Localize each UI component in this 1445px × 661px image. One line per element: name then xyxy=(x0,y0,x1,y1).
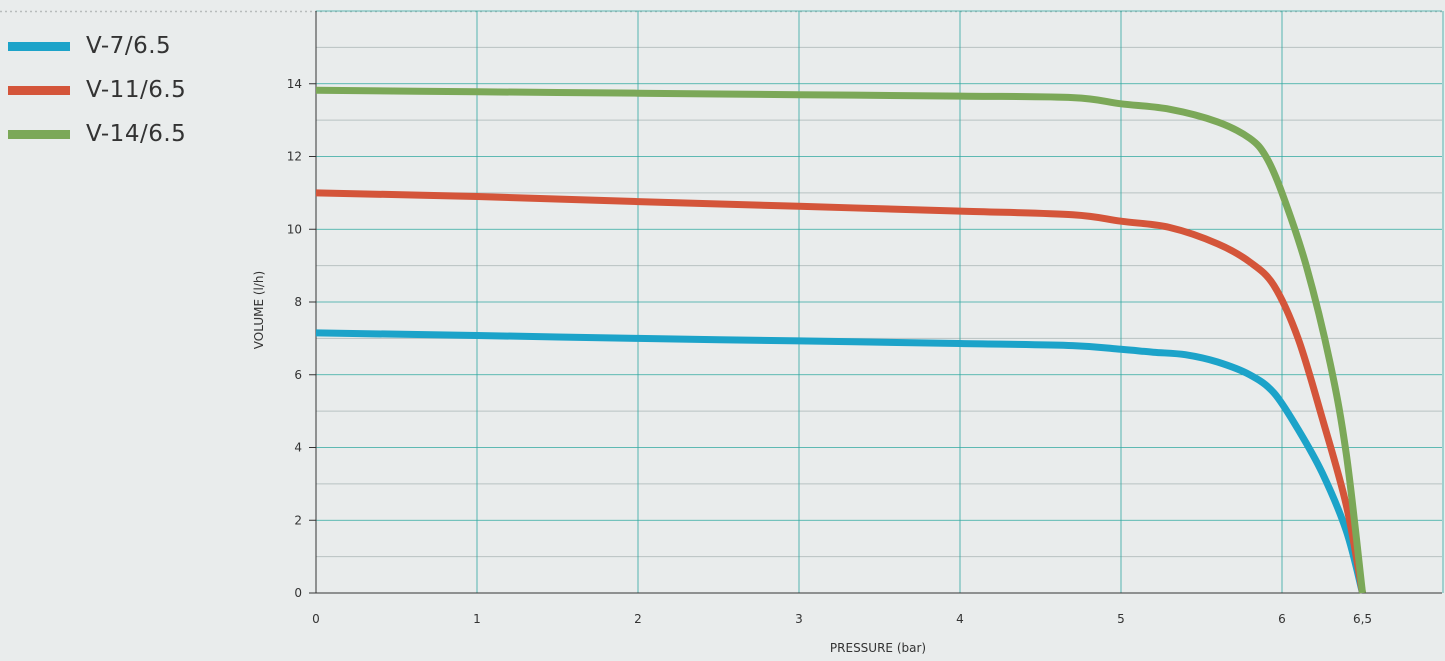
y-axis-title: VOLUME (l/h) xyxy=(252,271,266,349)
legend-item-v7: V-7/6.5 xyxy=(8,24,186,68)
x-tick-label: 5 xyxy=(1117,612,1125,626)
x-tick-label: 0 xyxy=(312,612,320,626)
series-line-v7 xyxy=(315,329,1366,594)
y-tick-label: 10 xyxy=(287,222,302,236)
series-lines xyxy=(315,86,1366,594)
y-tick-label: 2 xyxy=(294,513,302,527)
y-tick-label: 14 xyxy=(287,77,302,91)
legend-swatch-v14 xyxy=(8,129,70,139)
legend-item-v14: V-14/6.5 xyxy=(8,112,186,156)
y-tick-label: 4 xyxy=(294,441,302,455)
x-tick-label: 4 xyxy=(956,612,964,626)
y-tick-label: 0 xyxy=(294,586,302,600)
axes xyxy=(309,11,1442,594)
legend-label-v7: V-7/6.5 xyxy=(86,33,172,59)
series-line-v14 xyxy=(315,86,1366,594)
y-tick-label: 6 xyxy=(294,368,302,382)
x-axis-title: PRESSURE (bar) xyxy=(830,641,926,655)
x-tick-label: 3 xyxy=(795,612,803,626)
legend-item-v11: V-11/6.5 xyxy=(8,68,186,112)
x-tick-label: 1 xyxy=(473,612,481,626)
x-tick-label: 2 xyxy=(634,612,642,626)
y-tick-label: 12 xyxy=(287,150,302,164)
legend-swatch-v11 xyxy=(8,85,70,95)
legend-label-v14: V-14/6.5 xyxy=(86,121,187,147)
legend-label-v11: V-11/6.5 xyxy=(86,77,187,103)
series-line-v11 xyxy=(315,189,1366,594)
x-tick-label: 6,5 xyxy=(1353,612,1372,626)
x-tick-label: 6 xyxy=(1278,612,1286,626)
major-gridlines xyxy=(316,10,1444,593)
legend-swatch-v7 xyxy=(8,41,70,51)
y-tick-label: 8 xyxy=(294,295,302,309)
legend: V-7/6.5 V-11/6.5 V-14/6.5 xyxy=(8,24,186,156)
